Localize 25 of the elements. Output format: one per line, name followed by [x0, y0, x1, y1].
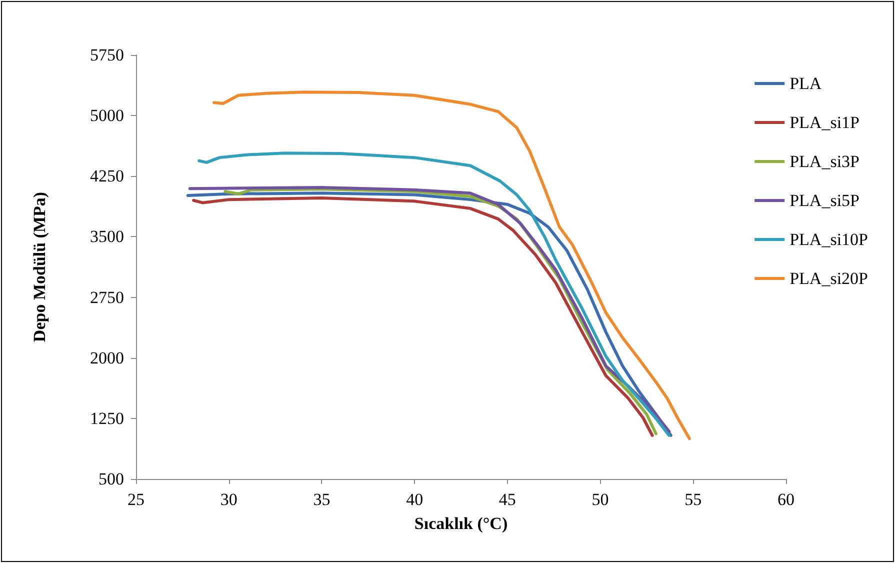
- y-tick-label: 5750: [90, 46, 124, 64]
- y-tick-label: 3500: [90, 227, 124, 246]
- y-tick-label: 4250: [90, 166, 124, 186]
- legend-label: PLA_si5P: [790, 191, 860, 210]
- x-tick-label: 55: [684, 490, 702, 509]
- x-tick-label: 45: [498, 490, 516, 509]
- legend-label: PLA: [790, 74, 822, 93]
- x-tick-label: 50: [592, 490, 609, 509]
- line-series: [212, 90, 691, 440]
- y-tick-label: 2000: [90, 348, 124, 368]
- legend-label: PLA_si3P: [790, 152, 860, 171]
- legend-label: PLA_si1P: [790, 113, 860, 132]
- legend-label: PLA_si20P: [790, 269, 868, 288]
- x-tick-label: 25: [128, 490, 144, 509]
- x-tick-label: 40: [406, 490, 424, 509]
- y-tick-label: 5000: [90, 106, 124, 126]
- y-axis-title: Depo Modülü (MPa): [30, 192, 49, 342]
- y-tick-label: 500: [98, 470, 124, 488]
- legend-label: PLA_si10P: [790, 230, 868, 249]
- y-tick-label: 2750: [90, 288, 124, 307]
- x-tick-label: 35: [313, 490, 330, 509]
- y-tick-label: 1250: [90, 408, 124, 428]
- x-tick-label: 60: [778, 490, 794, 509]
- x-tick-label: 30: [220, 490, 238, 509]
- x-axis-title: Sıcaklık (°C): [414, 514, 508, 533]
